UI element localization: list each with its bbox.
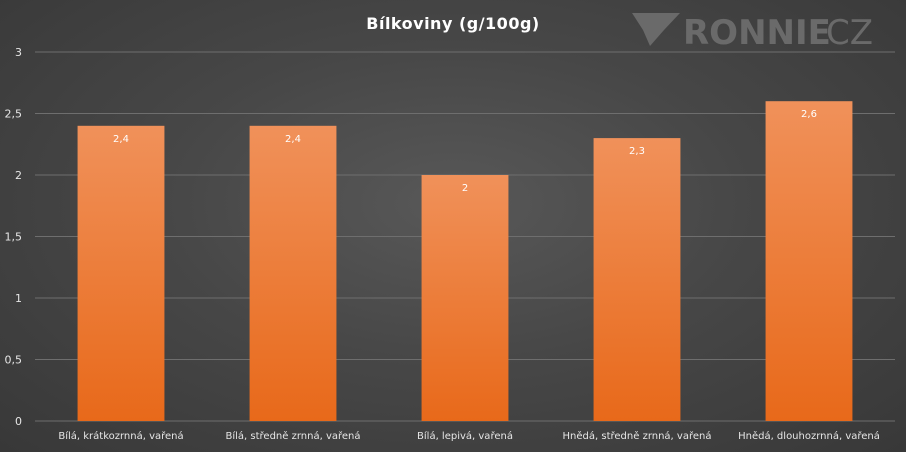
bar [593,138,681,421]
y-tick-label: 0,5 [5,354,23,367]
bar [77,125,165,422]
x-tick-label: Hnědá, dlouhozrnná, vařená [738,430,880,442]
bar [249,125,337,422]
data-label: 2,4 [285,134,301,145]
data-label: 2,6 [801,109,817,120]
data-label: 2,4 [113,134,129,145]
data-label: 2,3 [629,146,645,157]
data-labels: 2,4 2,4 2 2,3 2,6 [113,109,817,194]
x-tick-label: Bílá, středně zrnná, vařená [226,430,361,442]
y-tick-label: 3 [15,46,22,59]
logo-brand-text: RONNIE [683,13,831,53]
y-tick-label: 1,5 [5,231,23,244]
logo-suffix-text: CZ [826,13,873,53]
y-tick-label: 2 [15,169,22,182]
bars [77,101,853,422]
x-tick-label: Hnědá, středně zrnná, vařená [563,430,712,442]
y-tick-label: 0 [15,415,22,428]
y-tick-label: 2,5 [5,108,23,121]
x-tick-label: Bílá, krátkozrnná, vařená [58,430,183,442]
y-tick-label: 1 [15,292,22,305]
bar [421,175,509,421]
bar [765,101,853,421]
x-axis-ticks: Bílá, krátkozrnná, vařená Bílá, středně z… [58,430,880,442]
data-label: 2 [462,183,468,194]
ronnie-logo: RONNIE CZ [632,13,873,53]
chart-title: Bílkoviny (g/100g) [366,14,539,33]
y-axis-ticks: 0 0,5 1 1,5 2 2,5 3 [5,46,23,428]
ronnie-chevron-icon [632,13,680,46]
x-tick-label: Bílá, lepivá, vařená [417,430,513,442]
